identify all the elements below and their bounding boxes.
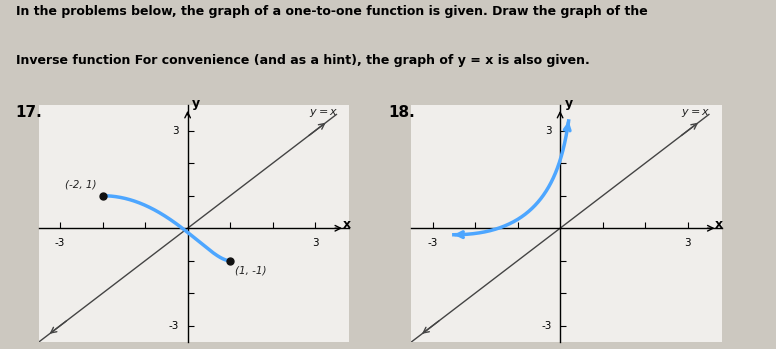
Text: y: y bbox=[564, 97, 573, 110]
Text: 17.: 17. bbox=[16, 105, 42, 120]
Text: Inverse function For convenience (and as a hint), the graph of y = x is also giv: Inverse function For convenience (and as… bbox=[16, 54, 589, 67]
Text: 18.: 18. bbox=[388, 105, 414, 120]
Text: 3: 3 bbox=[172, 126, 179, 136]
Text: $y = x$: $y = x$ bbox=[681, 107, 711, 119]
Text: x: x bbox=[343, 218, 351, 231]
Text: -3: -3 bbox=[541, 321, 552, 331]
Text: y: y bbox=[192, 97, 200, 110]
Text: -3: -3 bbox=[55, 238, 65, 248]
Text: -3: -3 bbox=[428, 238, 438, 248]
Text: $y = x$: $y = x$ bbox=[309, 107, 338, 119]
Text: x: x bbox=[715, 218, 723, 231]
Text: In the problems below, the graph of a one-to-one function is given. Draw the gra: In the problems below, the graph of a on… bbox=[16, 5, 647, 18]
Text: -3: -3 bbox=[168, 321, 179, 331]
Text: 3: 3 bbox=[545, 126, 552, 136]
Text: (-2, 1): (-2, 1) bbox=[64, 180, 96, 190]
Text: (1, -1): (1, -1) bbox=[235, 266, 267, 276]
Text: 3: 3 bbox=[312, 238, 318, 248]
Text: 3: 3 bbox=[684, 238, 691, 248]
